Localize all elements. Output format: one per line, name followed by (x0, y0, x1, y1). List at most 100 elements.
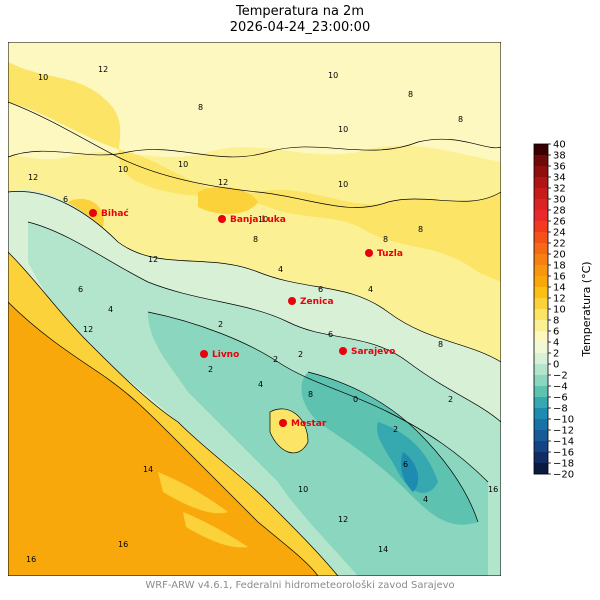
contour-label: 16 (118, 540, 128, 549)
colorbar-band (534, 221, 548, 233)
contour-label: 8 (308, 390, 313, 399)
map-title: Temperatura na 2m (235, 4, 364, 19)
colorbar-band (534, 441, 548, 453)
colorbar-band (534, 397, 548, 409)
city-marker (218, 215, 226, 223)
colorbar-band (534, 177, 548, 189)
contour-label: 8 (198, 103, 203, 112)
colorbar-ticks: 4038363432302826242220181614121086420−2−… (548, 140, 574, 480)
contour-label: 2 (393, 425, 398, 434)
contour-label: 10 (338, 180, 348, 189)
colorbar-band (534, 254, 548, 266)
contour-label: 2 (273, 355, 278, 364)
colorbar-tick-label: 26 (553, 217, 566, 228)
colorbar-tick-label: 32 (553, 184, 566, 195)
contour-label: 12 (28, 173, 38, 182)
colorbar-band (534, 155, 548, 167)
colorbar-band (534, 419, 548, 431)
colorbar-tick-label: −20 (553, 470, 574, 481)
colorbar-bands (534, 144, 548, 475)
colorbar-band (534, 243, 548, 255)
contour-label: 2 (208, 365, 213, 374)
temperature-colorbar: 4038363432302826242220181614121086420−2−… (533, 140, 593, 480)
colorbar-band (534, 188, 548, 200)
contour-label: 6 (318, 285, 323, 294)
colorbar-band (534, 144, 548, 156)
colorbar-band (534, 353, 548, 365)
contour-label: 12 (218, 178, 228, 187)
contour-label: 8 (383, 235, 388, 244)
contour-label: 12 (148, 255, 158, 264)
city-label: Tuzla (377, 249, 403, 259)
colorbar-tick-label: 16 (553, 272, 566, 283)
map-timestamp: 2026-04-24_23:00:00 (229, 20, 371, 35)
contour-label: 6 (403, 460, 408, 469)
contour-label: 4 (278, 265, 283, 274)
cold-zone-2 (148, 312, 488, 576)
colorbar-band (534, 232, 548, 244)
colorbar-tick-label: 10 (553, 305, 566, 316)
contour-label: 10 (38, 73, 48, 82)
contour-labels: 10 10 8 12 10 8 10 12 8 10 12 8 6 10 8 4 6 4 2 6 2 2 4 2 8 0 2 6 4 8 2… (26, 65, 498, 564)
colorbar-tick-label: −8 (553, 404, 568, 415)
colorbar-band (534, 386, 548, 398)
city-label: Bihać (101, 208, 129, 219)
colorbar-tick-label: 2 (553, 349, 559, 360)
contour-label: 8 (418, 225, 423, 234)
adriatic-sea (8, 302, 318, 576)
colorbar-tick-label: 20 (553, 250, 566, 261)
colorbar-tick-label: 0 (553, 360, 559, 371)
contour-label: 14 (378, 545, 388, 554)
colorbar-tick-label: 12 (553, 294, 566, 305)
colorbar-tick-label: 40 (553, 140, 566, 151)
colorbar-band (534, 430, 548, 442)
colorbar-band (534, 287, 548, 299)
city-markers: Bihać Banja Luka Tuzla Zenica Livno Sarajevo M… (89, 208, 403, 429)
colorbar-band (534, 276, 548, 288)
cold-zone-5 (401, 452, 419, 492)
colorbar-band (534, 408, 548, 420)
city-label: Zenica (300, 297, 334, 307)
contour-label: 8 (458, 115, 463, 124)
contour-label: 10 (338, 125, 348, 134)
colorbar-tick-label: 34 (553, 173, 566, 184)
contour-label: 10 (118, 165, 128, 174)
colorbar-tick-label: 38 (553, 151, 566, 162)
city-label: Mostar (291, 419, 327, 429)
temperature-map: 10 10 8 12 10 8 10 12 8 10 12 8 6 10 8 4 6 4 2 6 2 2 4 2 8 0 2 6 4 8 2… (8, 42, 501, 576)
island-2 (183, 512, 248, 548)
contour-lines (8, 101, 501, 576)
island-1 (158, 472, 228, 514)
city-label: Banja Luka (230, 215, 286, 225)
contour-label: 6 (63, 195, 68, 204)
colorbar-band (534, 210, 548, 222)
warm-patch (198, 186, 258, 214)
contour-label: 10 (298, 485, 308, 494)
city-marker (279, 419, 287, 427)
contour-label: 12 (83, 325, 93, 334)
contour-label: 12 (98, 65, 108, 74)
colorbar-band (534, 364, 548, 376)
colorbar-band (534, 265, 548, 277)
colorbar-band (534, 463, 548, 475)
colorbar-tick-label: 30 (553, 195, 566, 206)
contour-label: 4 (258, 380, 263, 389)
colorbar-tick-label: 22 (553, 239, 566, 250)
contour-label: 2 (218, 320, 223, 329)
contour-label: 0 (353, 395, 358, 404)
city-marker (365, 249, 373, 257)
contour-label: 10 (328, 71, 338, 80)
colorbar-band (534, 298, 548, 310)
city-marker (200, 350, 208, 358)
footer-credit: WRF-ARW v4.6.1, Federalni hidrometeorolo… (145, 580, 455, 591)
north-cool-zone (8, 42, 501, 162)
contour-label: 6 (328, 330, 333, 339)
contour-label: 8 (438, 340, 443, 349)
mostar-valley (270, 408, 308, 453)
colorbar-band (534, 342, 548, 354)
contour-label: 4 (368, 285, 373, 294)
colorbar-band (534, 199, 548, 211)
colorbar-tick-label: −18 (553, 459, 574, 470)
city-marker (89, 209, 97, 217)
colorbar-tick-label: −14 (553, 437, 574, 448)
